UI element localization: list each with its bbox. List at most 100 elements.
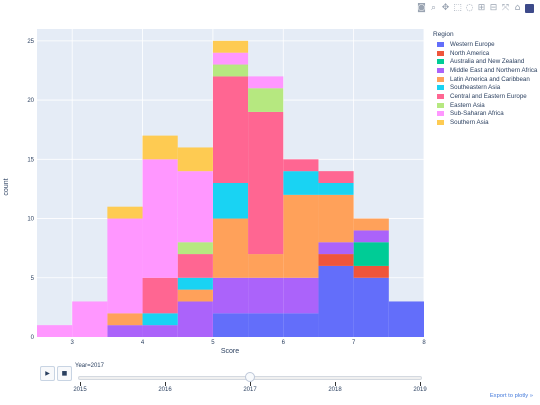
legend-item[interactable]: Western Europe (433, 40, 537, 49)
bar[interactable] (353, 230, 389, 243)
legend-swatch (437, 67, 444, 73)
bar[interactable] (177, 254, 213, 278)
bar[interactable] (177, 289, 213, 302)
bar[interactable] (318, 242, 354, 255)
bar[interactable] (142, 277, 178, 314)
legend: Region Western Europe North America Austra… (433, 31, 537, 127)
bar[interactable] (177, 277, 213, 290)
bar[interactable] (353, 218, 389, 231)
bar[interactable] (248, 277, 284, 314)
reset-axes-icon[interactable]: ⌂ (514, 3, 521, 13)
bar[interactable] (212, 52, 249, 65)
bar[interactable] (388, 301, 424, 337)
bar[interactable] (283, 171, 319, 195)
legend-item[interactable]: Southern Asia (433, 118, 537, 127)
bar[interactable] (107, 313, 143, 326)
legend-item[interactable]: Middle East and Northern Africa (433, 66, 537, 75)
bar[interactable] (318, 265, 354, 337)
zoom-in-icon[interactable]: ⊞ (477, 3, 486, 13)
bar[interactable] (212, 40, 249, 53)
bar[interactable] (353, 277, 389, 337)
y-tick-label: 10 (27, 217, 34, 223)
bar[interactable] (212, 313, 249, 337)
bar[interactable] (353, 265, 389, 278)
bar[interactable] (212, 218, 249, 278)
tick-labels: 3 4 5 6 7 8 0 5 10 15 20 25 (27, 39, 426, 346)
bar[interactable] (248, 88, 284, 112)
bar[interactable] (248, 254, 284, 278)
bar[interactable] (318, 171, 354, 183)
bar[interactable] (37, 325, 73, 337)
x-tick-label: 3 (71, 340, 75, 346)
bar[interactable] (283, 159, 319, 172)
legend-label: Eastern Asia (450, 101, 485, 109)
bar[interactable] (353, 242, 389, 266)
bar[interactable] (318, 183, 354, 195)
bar[interactable] (142, 135, 178, 160)
bar[interactable] (142, 325, 178, 337)
bar[interactable] (212, 76, 249, 183)
box-select-icon[interactable]: ⬚ (453, 3, 462, 13)
bar[interactable] (318, 254, 354, 266)
bar[interactable] (72, 301, 108, 337)
slider-step-label[interactable]: 2017 (243, 387, 257, 393)
bar[interactable] (177, 242, 213, 255)
legend-label: Middle East and Northern Africa (450, 66, 538, 74)
slider-step-label[interactable]: 2015 (73, 387, 87, 393)
legend-swatch (437, 76, 444, 82)
slider-step-label[interactable]: 2016 (158, 387, 172, 393)
bar[interactable] (283, 313, 319, 337)
bar[interactable] (107, 325, 143, 337)
legend-swatch (437, 50, 444, 56)
bar[interactable] (248, 111, 284, 255)
legend-label: Sub-Saharan Africa (450, 110, 504, 118)
legend-swatch (437, 85, 444, 91)
modebar: ◙ ⌕ ✥ ⬚ ◌ ⊞ ⊟ ⤧ ⌂ (417, 4, 534, 13)
slider-step-label[interactable]: 2018 (328, 387, 342, 393)
zoom-out-icon[interactable]: ⊟ (489, 3, 498, 13)
bar[interactable] (177, 171, 213, 243)
y-tick-label: 0 (31, 335, 35, 341)
camera-icon[interactable]: ◙ (417, 3, 426, 13)
slider-tick (250, 382, 251, 386)
autoscale-icon[interactable]: ⤧ (501, 3, 510, 13)
pan-icon[interactable]: ✥ (441, 3, 450, 13)
bar[interactable] (107, 206, 143, 219)
bar[interactable] (107, 218, 143, 314)
stop-button[interactable]: ■ (57, 366, 72, 381)
zoom-icon[interactable]: ⌕ (430, 3, 437, 13)
legend-item[interactable]: North America (433, 49, 537, 58)
bar[interactable] (318, 194, 354, 243)
bar[interactable] (177, 301, 213, 337)
bar[interactable] (142, 313, 178, 326)
lasso-icon[interactable]: ◌ (465, 3, 474, 13)
legend-item[interactable]: Australia and New Zealand (433, 57, 537, 66)
export-to-plotly-link[interactable]: Export to plotly » (489, 393, 533, 399)
legend-swatch (437, 41, 444, 47)
y-tick-label: 15 (27, 157, 34, 163)
year-slider-handle[interactable] (245, 372, 255, 382)
legend-item[interactable]: Central and Eastern Europe (433, 92, 537, 101)
y-axis-title: count (3, 178, 10, 195)
play-button[interactable]: ▶ (40, 366, 55, 381)
y-tick-label: 5 (31, 276, 35, 282)
slider-tick (335, 382, 336, 386)
bar[interactable] (212, 64, 249, 77)
bar[interactable] (212, 183, 249, 219)
bar[interactable] (283, 277, 319, 314)
slider-step-label[interactable]: 2019 (413, 387, 427, 393)
legend-item[interactable]: Sub-Saharan Africa (433, 110, 537, 119)
bar[interactable] (212, 277, 249, 314)
bar[interactable] (142, 159, 178, 278)
bar[interactable] (177, 147, 213, 172)
legend-item[interactable]: Southeastern Asia (433, 83, 537, 92)
plotly-logo[interactable] (525, 4, 534, 13)
bar[interactable] (283, 194, 319, 278)
legend-label: Western Europe (450, 40, 495, 48)
bar[interactable] (248, 313, 284, 337)
bar[interactable] (248, 76, 284, 89)
x-tick-label: 6 (282, 340, 286, 346)
legend-item[interactable]: Latin America and Caribbean (433, 75, 537, 84)
legend-item[interactable]: Eastern Asia (433, 101, 537, 110)
legend-swatch (437, 111, 444, 117)
